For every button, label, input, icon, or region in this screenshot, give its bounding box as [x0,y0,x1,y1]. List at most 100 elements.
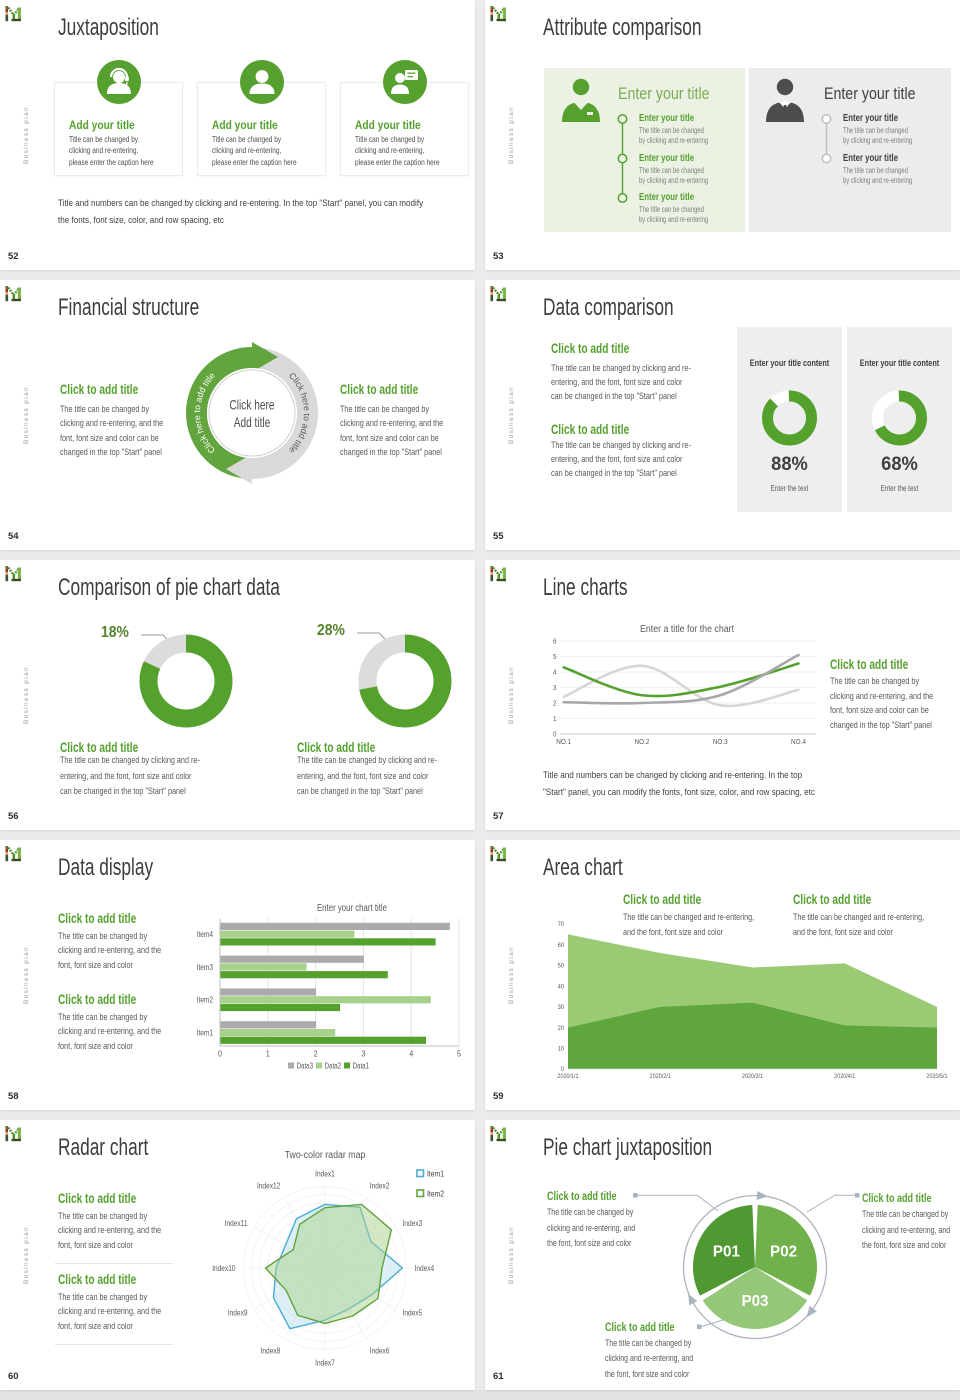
bar-data3 [220,988,317,996]
radar-item2 [264,1203,393,1325]
timeline-item-title: Enter your title [639,192,695,203]
slide-number: 59 [493,1091,504,1102]
text-block-body: The title can be changed by clicking and… [58,1291,162,1331]
green-person-icon [562,78,600,122]
svg-text:NO.1: NO.1 [556,739,571,747]
comparison-panel-green [544,68,745,232]
slide-caption-line: "Start" panel, you can modify the fonts,… [543,786,815,797]
slide-thumbnail-60[interactable]: Business plan Radar chart Click to add t… [0,1120,475,1390]
timeline-green [617,114,628,203]
svg-text:P02: P02 [770,1243,797,1260]
text-block-body: The title can be changed by clicking and… [297,755,437,796]
timeline-item-title: Enter your title [639,152,695,164]
bar-chart: Enter your chart title 0 1 2 3 4 5 Item1 Item2 It… [197,902,461,1071]
text-block-title: Click to add title [58,991,137,1007]
brand-logo-icon [490,6,506,22]
slide-54-title: Financial structure [58,293,200,321]
svg-text:Item2: Item2 [197,995,213,1005]
svg-text:1: 1 [266,1049,270,1058]
text-block-body: The title can be changed by clicking and… [60,403,164,458]
svg-text:5: 5 [553,654,557,661]
text-block-body: The title can be changed by clicking and… [58,930,162,970]
text-block-title: Click to add title [58,1190,137,1206]
slide-thumbnail-53[interactable]: Business plan Attribute comparison Enter… [485,0,960,270]
divider [55,1344,173,1345]
svg-text:0: 0 [218,1049,222,1058]
svg-text:2020/4/1: 2020/4/1 [834,1074,855,1080]
svg-text:Index12: Index12 [257,1181,280,1191]
support-agent-icon [96,60,141,104]
divider [55,1263,173,1264]
cycle-ring [682,1194,828,1340]
bar-data2 [220,930,355,938]
slide-thumbnail-54[interactable]: Business plan Financial structure Click … [0,280,475,550]
svg-text:20: 20 [558,1025,565,1032]
cycle-arrowhead [756,1190,768,1200]
svg-text:50: 50 [558,962,565,969]
svg-text:3: 3 [361,1049,365,1058]
timeline-item-body: The title can be changed by clicking and… [639,205,709,224]
text-block-title: Click to add title [605,1319,675,1334]
panel-big-title: Enter your title [824,85,916,103]
slide-caption-line: Title and numbers can be changed by clic… [543,770,803,780]
svg-text:Item2: Item2 [427,1189,444,1199]
svg-text:Item1: Item1 [197,1028,213,1038]
pie-slice-p01 [693,1205,755,1296]
svg-text:2020/1/1: 2020/1/1 [557,1074,578,1080]
bar-data2 [220,1028,336,1037]
slide-thumbnail-56[interactable]: Business plan Comparison of pie chart da… [0,560,475,830]
stat-percent: 88% [771,453,808,475]
svg-text:0: 0 [561,1066,565,1073]
brand-logo-icon [5,566,21,582]
cycle-arrowhead [688,1293,698,1306]
text-block-title: Click to add title [547,1188,617,1203]
slide-number: 54 [8,531,19,542]
cycle-arrowhead [806,1305,817,1318]
pie-chart-diagram: P01 P02 P03 [633,1190,860,1340]
svg-text:Index4: Index4 [415,1263,435,1273]
pie-slice-p03 [702,1267,808,1329]
text-block-body: The title can be changed by clicking and… [830,676,934,730]
donut-charts [139,632,452,728]
connector-lines [633,1193,860,1329]
timeline-item-body: The title can be changed by clicking and… [639,126,709,145]
text-block-title: Click to add title [340,381,419,397]
stat-percent: 68% [881,453,918,475]
stat-panel-1 [737,327,842,512]
card-body: Title can be changed by clicking and re-… [69,134,154,167]
brand-logo-icon [5,286,21,302]
svg-text:10: 10 [558,1045,565,1052]
svg-text:Index8: Index8 [261,1346,281,1356]
slide-caption-line: Title and numbers can be changed by clic… [58,198,424,208]
text-block-title: Click to add title [551,340,630,356]
donut-value [872,390,927,446]
slide-thumbnail-58[interactable]: Business plan Data display Click to add … [0,840,475,1110]
donut-value [139,634,233,728]
series-light-gray [562,664,800,708]
brand-logo-icon [490,566,506,582]
svg-text:Index3: Index3 [403,1219,423,1229]
slide-56-title: Comparison of pie chart data [58,573,280,601]
text-block-body: The title can be changed by clicking and… [605,1337,694,1379]
brand-logo-icon [490,1126,506,1142]
bar-data1 [220,938,436,946]
svg-text:2: 2 [314,1049,318,1058]
slide-thumbnail-61[interactable]: Business plan Pie chart juxtaposition Cl… [485,1120,960,1390]
text-block-body: The title can be changed and re-entering… [793,911,925,937]
panel-big-title: Enter your title [618,85,710,103]
slide-number: 55 [493,531,504,542]
svg-text:NO.3: NO.3 [713,739,728,747]
svg-text:40: 40 [558,983,565,990]
slide-thumbnail-57[interactable]: Business plan Line charts Enter a title … [485,560,960,830]
cycle-diagram: Click here to add title Click here to ad… [186,342,318,484]
svg-text:Index11: Index11 [225,1219,248,1229]
text-block-body: The title can be changed by clicking and… [58,1011,162,1051]
series-gray [562,653,800,705]
line-chart: Enter a title for the chart 0 1 2 3 4 5 6 NO.1 NO… [553,623,816,747]
slide-thumbnail-59[interactable]: Business plan Area chart Click to add ti… [485,840,960,1110]
svg-text:Index9: Index9 [228,1308,248,1318]
slide-thumbnail-52[interactable]: Business plan Juxtaposition Add your tit… [0,0,475,270]
text-block-body: The title can be changed and re-entering… [623,911,755,937]
slide-thumbnail-55[interactable]: Business plan Data comparison Click to a… [485,280,960,550]
